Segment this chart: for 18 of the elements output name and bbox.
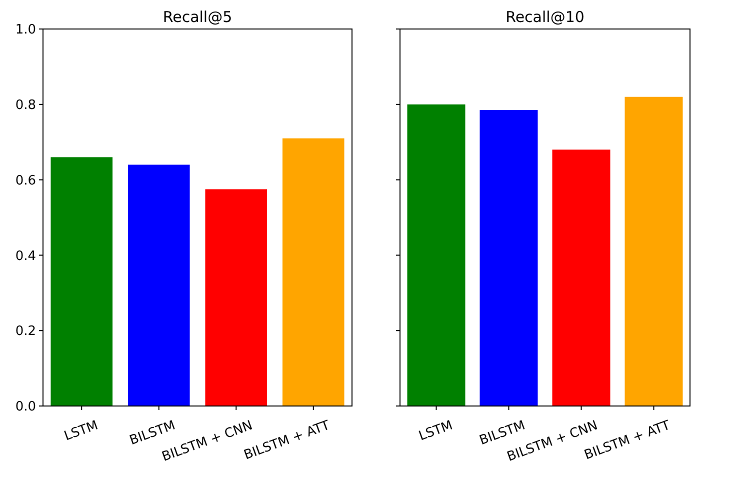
x-tick-label: LSTM <box>417 418 455 444</box>
y-tick-label: 0.6 <box>15 173 36 188</box>
y-tick-label: 0.4 <box>15 248 36 264</box>
chart-title: Recall@5 <box>162 8 232 26</box>
y-tick-label: 0.8 <box>15 98 36 113</box>
bar <box>624 96 683 406</box>
y-tick-label: 0.2 <box>15 324 36 340</box>
y-tick-label: 0.0 <box>15 400 36 415</box>
x-tick-label: LSTM <box>62 418 100 444</box>
bar <box>50 157 113 406</box>
bar <box>128 164 190 406</box>
bar <box>205 189 268 406</box>
bar <box>282 138 344 406</box>
bar <box>407 104 466 406</box>
bar <box>480 110 538 406</box>
bar <box>552 150 610 406</box>
y-tick-label: 1.0 <box>15 22 36 38</box>
chart-title: Recall@10 <box>506 8 584 26</box>
